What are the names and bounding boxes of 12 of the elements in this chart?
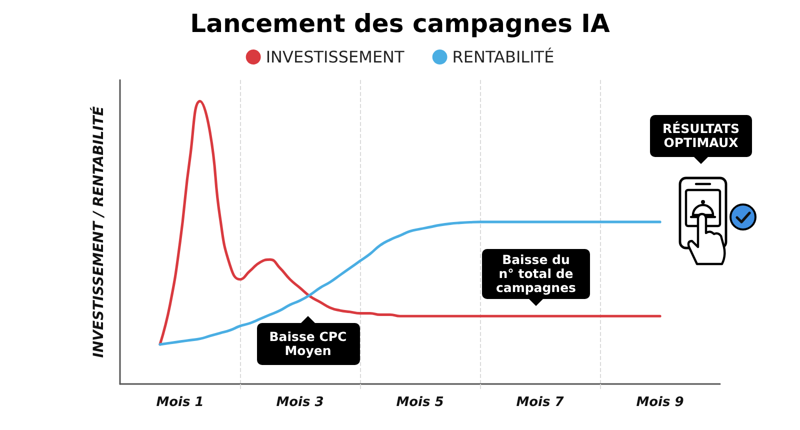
annotation: Baisse CPC Moyen bbox=[256, 323, 360, 365]
x-tick-label: Mois 5 bbox=[396, 395, 444, 410]
chart-title: Lancement des campagnes IA bbox=[190, 9, 610, 38]
legend-label: RENTABILITÉ bbox=[452, 48, 554, 66]
y-axis-title: INVESTISSEMENT / RENTABILITÉ bbox=[90, 106, 107, 358]
x-tick-label: Mois 1 bbox=[156, 395, 204, 410]
annotation: Baisse du n° total de campagnes bbox=[482, 249, 590, 299]
x-tick-label: Mois 9 bbox=[636, 395, 684, 410]
legend-label: INVESTISSEMENT bbox=[266, 48, 405, 66]
x-tick-label: Mois 7 bbox=[516, 395, 565, 410]
x-tick-label: Mois 3 bbox=[276, 395, 324, 410]
annotation: RÉSULTATS OPTIMAUX bbox=[650, 115, 752, 157]
